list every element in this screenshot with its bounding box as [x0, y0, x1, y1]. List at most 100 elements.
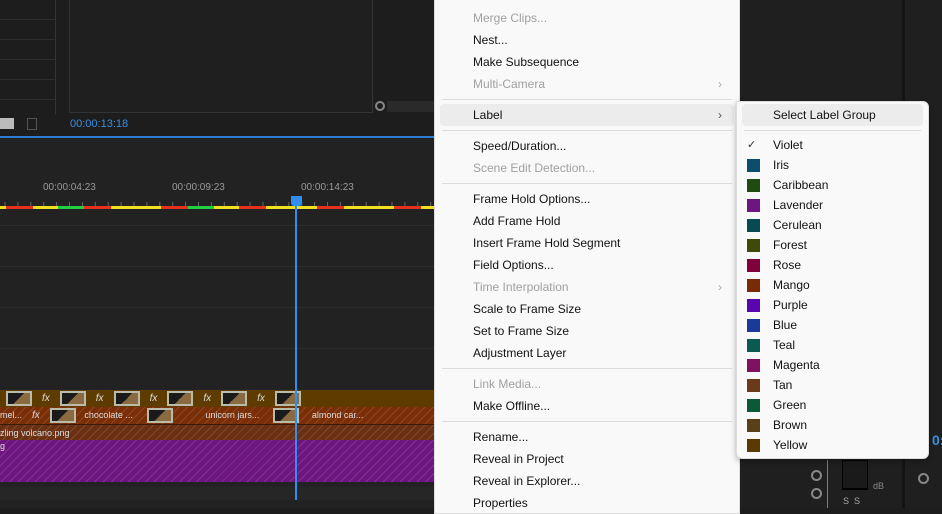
label-iris[interactable]: Iris	[742, 155, 923, 175]
audio-meter	[842, 460, 868, 490]
select-label-group[interactable]: Select Label Group	[742, 104, 923, 126]
fx-badge: fx	[149, 393, 158, 404]
menu-separator	[440, 364, 734, 373]
fx-badge: fx	[95, 393, 104, 404]
chevron-right-icon: ›	[718, 280, 722, 294]
label-mango[interactable]: Mango	[742, 275, 923, 295]
color-swatch	[747, 439, 760, 452]
clip-track-v1[interactable]: zling volcano.png	[0, 424, 434, 440]
menu-item-time-interpolation: Time Interpolation ›	[440, 276, 734, 298]
solo-button[interactable]: S	[843, 496, 850, 506]
checkmark-icon: ✓	[747, 139, 757, 151]
fx-badge: fx	[203, 393, 212, 404]
ruler-label: 00:00:09:23	[172, 182, 225, 193]
playhead-handle[interactable]	[291, 196, 302, 206]
label-blue[interactable]: Blue	[742, 315, 923, 335]
label-submenu: Select Label Group ✓ Violet Iris Caribbean L…	[736, 101, 929, 459]
color-swatch	[747, 379, 760, 392]
color-swatch	[747, 199, 760, 212]
project-panel	[0, 0, 56, 114]
label-cerulean[interactable]: Cerulean	[742, 215, 923, 235]
menu-item-label[interactable]: Label ›	[440, 104, 734, 126]
chevron-right-icon: ›	[718, 77, 722, 91]
color-swatch	[747, 319, 760, 332]
ruler-label: 00:00:14:23	[301, 182, 354, 193]
label-purple[interactable]: Purple	[742, 295, 923, 315]
render-bar-segment	[84, 206, 111, 209]
render-bar-segment	[394, 206, 421, 209]
render-bar-segment	[161, 206, 188, 209]
clip-track-purple[interactable]: g	[0, 440, 434, 482]
timeline-scrollbar[interactable]	[0, 486, 434, 500]
scrub-handle[interactable]	[375, 101, 385, 111]
render-bar-segment	[266, 206, 317, 209]
color-swatch	[747, 299, 760, 312]
menu-item-scale-to-frame-size[interactable]: Scale to Frame Size	[473, 302, 582, 316]
clip-track-v3[interactable]: fx fx fx fx fx	[0, 390, 434, 407]
menu-item-rename[interactable]: Rename...	[473, 430, 529, 444]
menu-item-link-media: Link Media...	[473, 377, 542, 391]
color-swatch	[747, 419, 760, 432]
menu-item-make-offline[interactable]: Make Offline...	[473, 399, 551, 413]
color-swatch	[747, 179, 760, 192]
menu-item-scene-edit-detection: Scene Edit Detection...	[473, 161, 596, 175]
chevron-right-icon: ›	[718, 108, 722, 122]
menu-item-insert-frame-hold-segment[interactable]: Insert Frame Hold Segment	[473, 236, 621, 250]
color-swatch	[747, 219, 760, 232]
fx-badge: fx	[257, 393, 265, 404]
menu-item-reveal-in-explorer[interactable]: Reveal in Explorer...	[473, 474, 581, 488]
trash-icon[interactable]	[27, 118, 37, 130]
menu-item-multi-camera: Multi-Camera ›	[440, 73, 734, 95]
label-tan[interactable]: Tan	[742, 375, 923, 395]
playhead-line[interactable]	[295, 196, 297, 500]
label-rose[interactable]: Rose	[742, 255, 923, 275]
color-swatch	[747, 279, 760, 292]
menu-item-field-options[interactable]: Field Options...	[473, 258, 554, 272]
label-forest[interactable]: Forest	[742, 235, 923, 255]
menu-item-speed-duration[interactable]: Speed/Duration...	[473, 139, 567, 153]
render-bar-segment	[33, 206, 58, 209]
menu-item-add-frame-hold[interactable]: Add Frame Hold	[473, 214, 561, 228]
color-swatch	[747, 359, 760, 372]
menu-item-make-subsequence[interactable]: Make Subsequence	[473, 55, 580, 69]
source-timecode: 00:00:13:18	[70, 118, 129, 130]
label-green[interactable]: Green	[742, 395, 923, 415]
menu-separator	[440, 126, 734, 135]
label-caribbean[interactable]: Caribbean	[742, 175, 923, 195]
ruler-label: 00:00:04:23	[43, 182, 96, 193]
render-bar-segment	[111, 206, 161, 209]
color-swatch	[747, 399, 760, 412]
label-brown[interactable]: Brown	[742, 415, 923, 435]
menu-item-reveal-in-project[interactable]: Reveal in Project	[473, 452, 564, 466]
clip-track-v2[interactable]: mel... fx chocolate ... unicorn jars... a…	[0, 407, 434, 424]
menu-item-frame-hold-options[interactable]: Frame Hold Options...	[473, 192, 591, 206]
menu-item-set-to-frame-size[interactable]: Set to Frame Size	[473, 324, 570, 338]
menu-item-nest[interactable]: Nest...	[473, 33, 508, 47]
clip-thumbnail	[6, 391, 32, 407]
color-swatch	[747, 259, 760, 272]
menu-item-merge-clips: Merge Clips...	[473, 11, 548, 25]
label-yellow[interactable]: Yellow	[742, 435, 923, 455]
render-bar-segment	[317, 206, 344, 209]
new-bin-icon[interactable]	[0, 118, 14, 129]
label-lavender[interactable]: Lavender	[742, 195, 923, 215]
menu-separator	[440, 95, 734, 104]
render-bar-segment	[0, 206, 6, 209]
render-bar-segment	[188, 206, 214, 209]
menu-separator	[440, 417, 734, 426]
time-ruler[interactable]	[0, 200, 434, 210]
color-swatch	[747, 339, 760, 352]
render-bar-segment	[239, 206, 266, 209]
label-magenta[interactable]: Magenta	[742, 355, 923, 375]
menu-item-properties[interactable]: Properties	[473, 496, 528, 510]
context-menu: Merge Clips... Nest... Make Subsequence Mul…	[434, 0, 740, 514]
render-bar-segment	[344, 206, 394, 209]
render-bar-segment	[6, 206, 33, 209]
menu-separator	[440, 179, 734, 188]
label-teal[interactable]: Teal	[742, 335, 923, 355]
render-bar-segment	[58, 206, 84, 209]
solo-button[interactable]: S	[854, 496, 861, 506]
scrub-bar[interactable]	[387, 101, 434, 112]
menu-item-adjustment-layer[interactable]: Adjustment Layer	[473, 346, 567, 360]
label-violet[interactable]: ✓ Violet	[742, 135, 923, 155]
